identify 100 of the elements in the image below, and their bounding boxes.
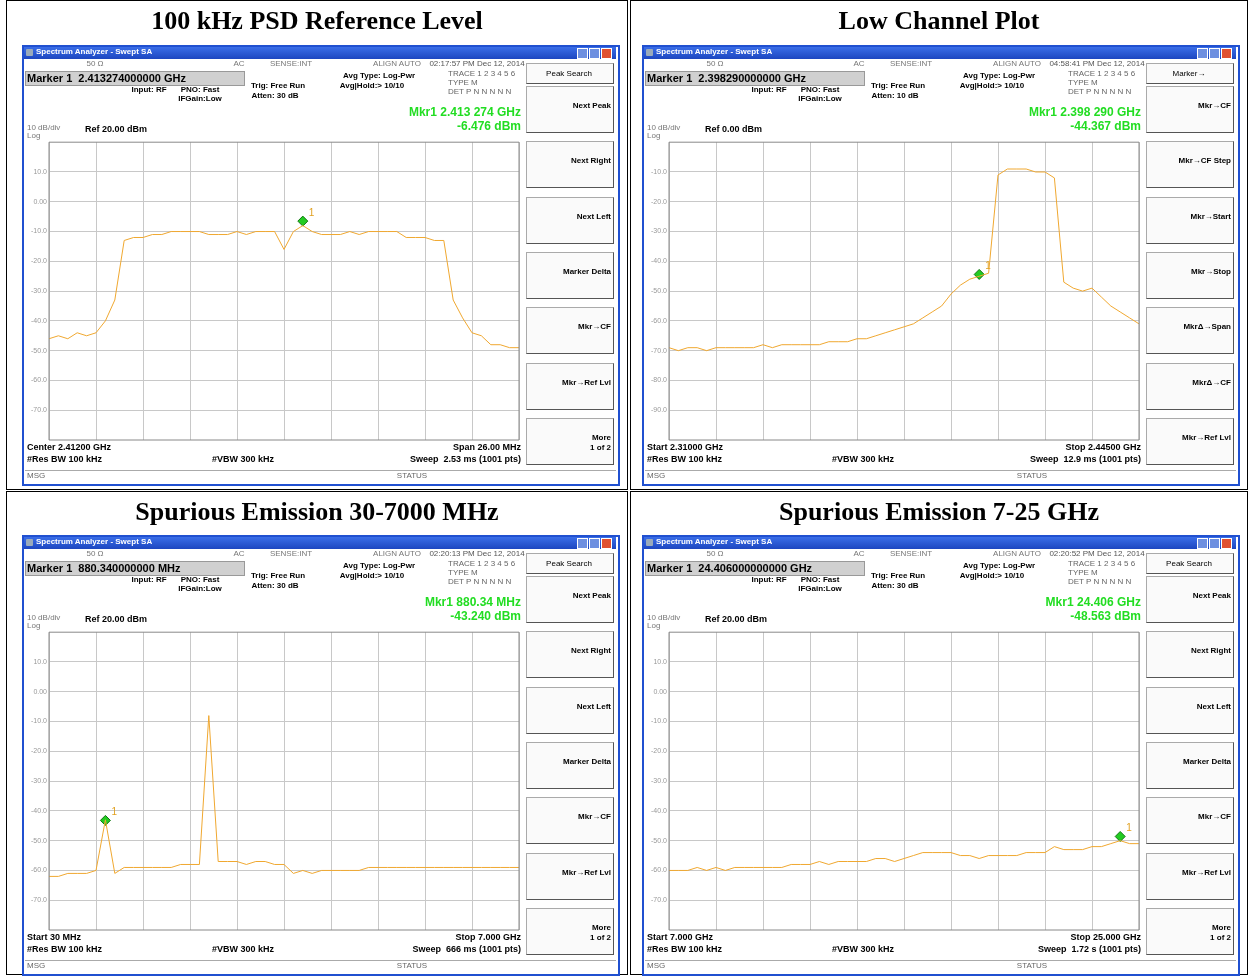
text: ALIGN AUTO xyxy=(373,59,421,69)
text: 04:58:41 PM Dec 12, 2014 xyxy=(1049,59,1145,69)
text: ALIGN AUTO xyxy=(993,59,1041,69)
text: AC xyxy=(853,549,865,559)
text: Avg Type: Log-Pwr xyxy=(963,561,1035,571)
text: Trig: Free Run xyxy=(250,81,306,91)
text: DET P N N N N N xyxy=(448,577,512,587)
text: Sweep 1.72 s (1001 pts) xyxy=(1037,944,1141,955)
text: TYPE M xyxy=(448,568,478,578)
text: Peak Search xyxy=(1146,553,1234,574)
text: TRACE 1 2 3 4 5 6 xyxy=(1068,559,1136,569)
text: Next Peak xyxy=(526,576,614,623)
text: SENSE:INT xyxy=(269,549,313,559)
text: Atten: 30 dB xyxy=(251,91,299,101)
text: PNO: Fast xyxy=(180,575,220,585)
text: 50 Ω xyxy=(86,59,104,69)
chart-title: Spurious Emission 7-25 GHz xyxy=(778,497,1100,527)
text: 50 Ω xyxy=(86,549,104,559)
text: -6.476 dBm xyxy=(456,119,521,134)
text: Next Right xyxy=(526,631,614,679)
text: Sweep 666 ms (1001 pts) xyxy=(412,944,521,955)
text: Marker 1 2.398290000000 GHz xyxy=(647,72,807,85)
text: Marker→ xyxy=(1146,63,1234,84)
text: Atten: 30 dB xyxy=(871,581,919,591)
text: #Res BW 100 kHz xyxy=(647,454,723,465)
text: MSG xyxy=(27,471,46,481)
text: #VBW 300 kHz xyxy=(831,454,895,465)
text: Mkr→Ref Lvl xyxy=(1146,852,1234,900)
text: Marker Delta xyxy=(1146,741,1234,789)
text: PNO: Fast xyxy=(800,575,840,585)
text: Mkr1 880.34 MHz xyxy=(424,595,521,610)
text: Peak Search xyxy=(526,63,614,84)
text: Mkr1 24.406 GHz xyxy=(1045,595,1141,610)
text: Spectrum Analyzer - Swept SA xyxy=(656,47,773,57)
text: Input: RF xyxy=(131,575,167,585)
text: Atten: 30 dB xyxy=(251,581,299,591)
text: Mkr→CF xyxy=(1146,86,1234,133)
text: Marker 1 2.413274000000 GHz xyxy=(27,72,187,85)
text: Peak Search xyxy=(526,553,614,574)
text: Log xyxy=(647,621,661,631)
text: Avg|Hold:> 10/10 xyxy=(959,81,1025,91)
text: 50 Ω xyxy=(706,549,724,559)
text: Next Left xyxy=(526,686,614,734)
text: Ref 20.00 dBm xyxy=(705,614,768,625)
text: More 1 of 2 xyxy=(526,417,614,465)
text: #Res BW 100 kHz xyxy=(27,944,103,955)
text: Input: RF xyxy=(751,85,787,95)
text: Mkr→Ref Lvl xyxy=(526,852,614,900)
text: Marker 1 24.406000000000 GHz xyxy=(647,562,813,575)
text: Start 30 MHz xyxy=(27,932,82,943)
text: Input: RF xyxy=(131,85,167,95)
text: STATUS xyxy=(396,961,428,971)
text: TYPE M xyxy=(448,78,478,88)
text: MkrΔ→Span xyxy=(1146,307,1234,355)
text: TYPE M xyxy=(1068,78,1098,88)
annotation: 1 xyxy=(308,206,315,218)
text: Avg Type: Log-Pwr xyxy=(963,71,1035,81)
text: Center 2.41200 GHz xyxy=(27,442,112,453)
chart-title: Spurious Emission 30-7000 MHz xyxy=(134,497,500,527)
text: TYPE M xyxy=(1068,568,1098,578)
text: Mkr→Stop xyxy=(1146,251,1234,299)
text: 02:20:13 PM Dec 12, 2014 xyxy=(429,549,525,559)
text: Marker 1 880.340000000 MHz xyxy=(27,562,181,575)
annotation: 1 xyxy=(1126,822,1133,834)
text: TRACE 1 2 3 4 5 6 xyxy=(448,559,516,569)
text: -48.563 dBm xyxy=(1070,609,1141,624)
text: Atten: 10 dB xyxy=(871,91,919,101)
text: Sweep 12.9 ms (1001 pts) xyxy=(1029,454,1141,465)
text: STATUS xyxy=(1016,961,1048,971)
chart-title: Low Channel Plot xyxy=(837,6,1041,36)
text: Mkr→CF xyxy=(1146,797,1234,845)
text: Input: RF xyxy=(751,575,787,585)
text: Stop 7.000 GHz xyxy=(455,932,521,943)
text: Log xyxy=(27,621,41,631)
text: PNO: Fast xyxy=(180,85,220,95)
text: Avg Type: Log-Pwr xyxy=(343,561,415,571)
text: More 1 of 2 xyxy=(1146,907,1234,955)
text: STATUS xyxy=(1016,471,1048,481)
text: 10 dB/div xyxy=(647,613,681,623)
text: Start 2.31000 GHz xyxy=(647,442,724,453)
text: Next Right xyxy=(526,141,614,189)
text: More 1 of 2 xyxy=(526,907,614,955)
text: Trig: Free Run xyxy=(870,571,926,581)
text: Spectrum Analyzer - Swept SA xyxy=(36,537,153,547)
text: Ref 20.00 dBm xyxy=(85,124,148,135)
text: Trig: Free Run xyxy=(870,81,926,91)
text: Next Left xyxy=(526,196,614,244)
text: 02:20:52 PM Dec 12, 2014 xyxy=(1049,549,1145,559)
text: Next Left xyxy=(1146,686,1234,734)
text: Mkr→Ref Lvl xyxy=(1146,417,1234,465)
text: Mkr→CF xyxy=(526,307,614,355)
text: #VBW 300 kHz xyxy=(211,944,275,955)
text: Mkr→Start xyxy=(1146,196,1234,244)
text: AC xyxy=(853,59,865,69)
text: MkrΔ→CF xyxy=(1146,362,1234,410)
text: Start 7.000 GHz xyxy=(647,932,714,943)
text: #Res BW 100 kHz xyxy=(27,454,103,465)
text: 02:17:57 PM Dec 12, 2014 xyxy=(429,59,525,69)
text: IFGain:Low xyxy=(178,584,222,594)
chart-title: 100 kHz PSD Reference Level xyxy=(150,6,484,36)
